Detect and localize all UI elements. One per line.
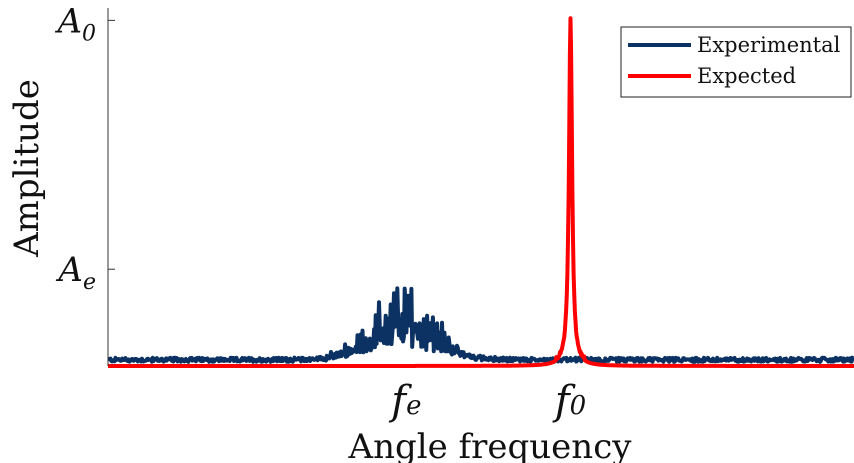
series-line-experimental — [108, 288, 854, 361]
x-tick-label: fe — [388, 378, 421, 424]
legend: Experimental Expected — [621, 27, 851, 97]
x-tick-label: f0 — [552, 378, 586, 424]
y-tick-label: Ae — [55, 250, 96, 295]
legend-label-experimental: Experimental — [697, 33, 841, 57]
y-tick-label: A0 — [54, 1, 96, 46]
y-axis-label: Amplitude — [7, 79, 47, 258]
x-axis-label: Angle frequency — [348, 427, 633, 463]
legend-label-expected: Expected — [697, 64, 796, 88]
